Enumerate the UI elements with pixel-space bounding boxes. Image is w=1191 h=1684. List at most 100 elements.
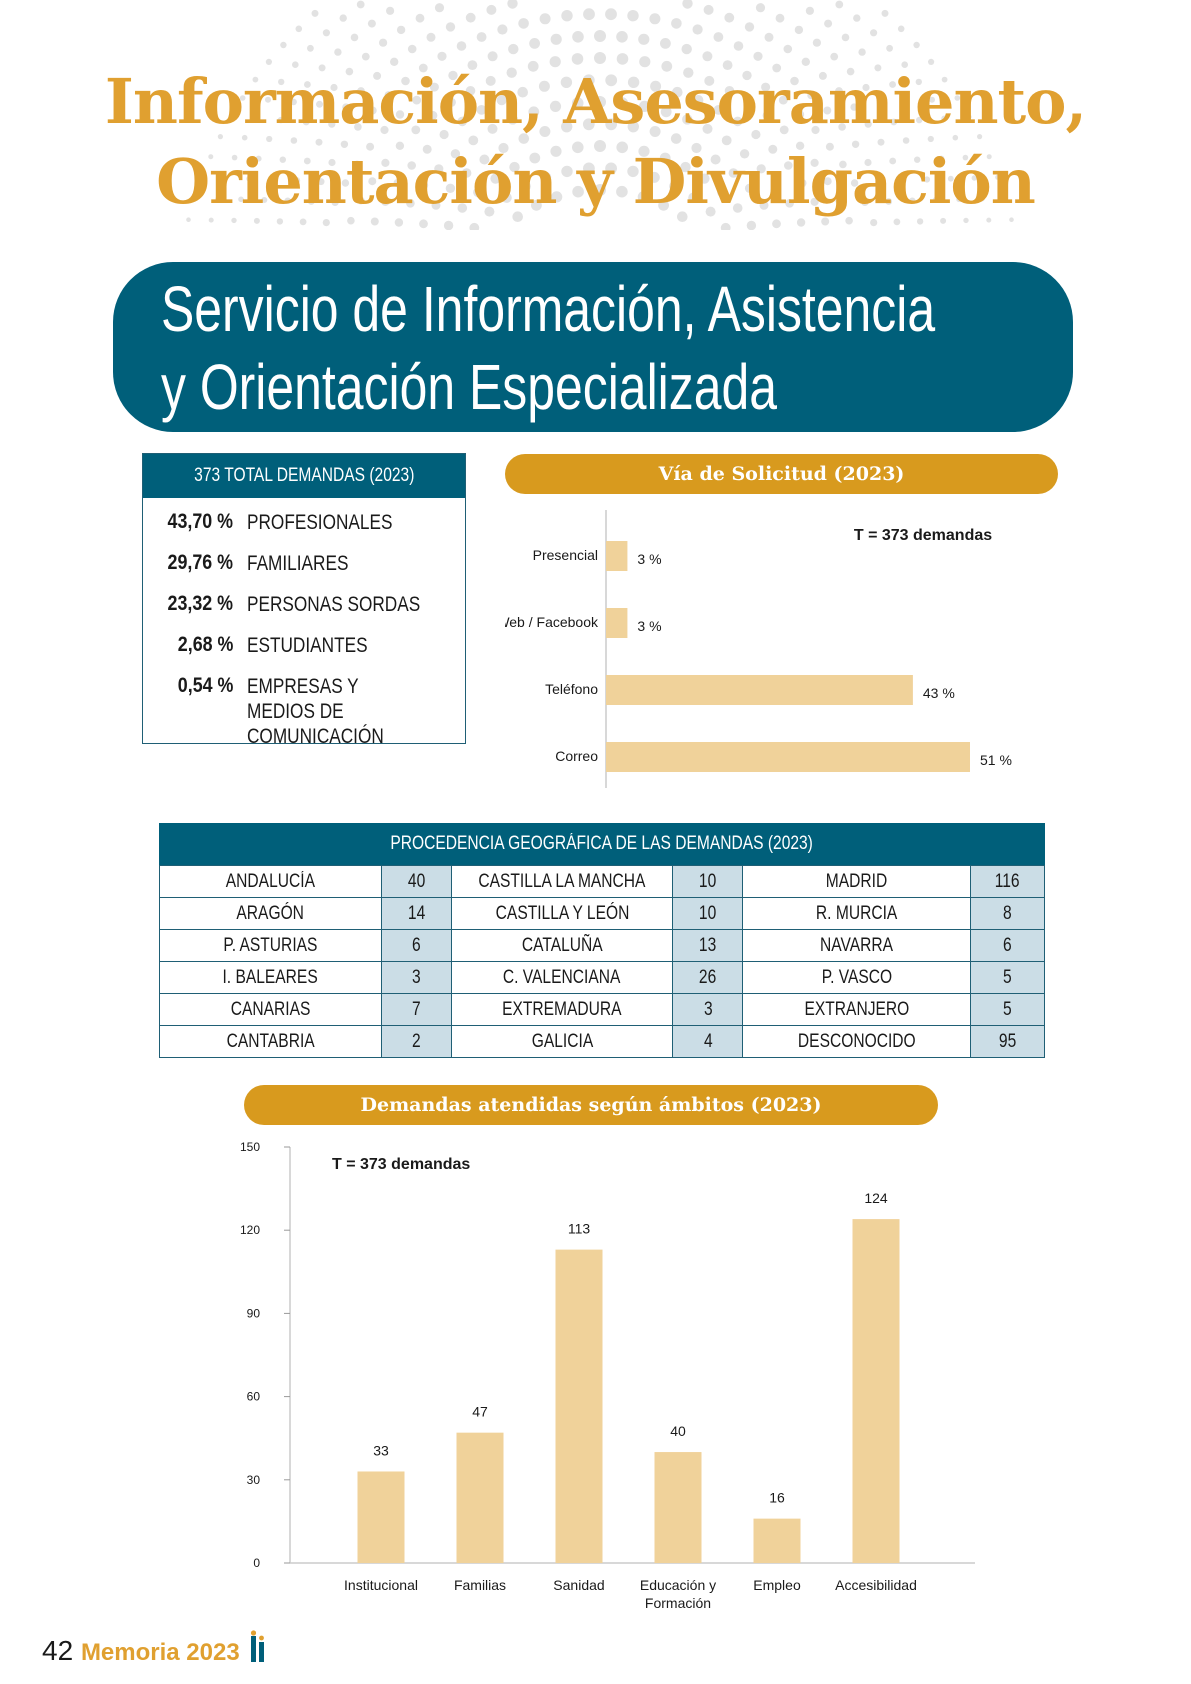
demand-label: PROFESIONALES [247,511,393,534]
table-cell-count: 3 [672,993,744,1026]
table-cell-count: 26 [672,961,744,994]
table-cell-region: GALICIA [450,1025,674,1058]
table-cell-count: 13 [672,929,744,962]
demand-label: ESTUDIANTES [247,634,368,657]
table-cell-region: P. VASCO [742,961,972,994]
section-title-line2: y Orientación Especializada [161,351,778,423]
category-label: Familias [454,1577,506,1593]
table-cell-region: DESCONOCIDO [742,1025,972,1058]
y-tick-label: 150 [240,1140,260,1154]
section-banner: Servicio de Información, Asistencia y Or… [113,262,1073,432]
total-demands-title: 373 TOTAL DEMANDAS (2023) [143,454,465,498]
chart-annotation: T = 373 demandas [854,527,992,544]
table-cell-count: 14 [380,897,452,930]
demand-pct: 23,32 % [167,592,233,615]
table-row: P. ASTURIAS 6 CATALUÑA 13 NAVARRA 6 [159,929,1045,962]
bar [852,1219,900,1563]
demand-label: FAMILIARES [247,552,349,575]
table-cell-region: CATALUÑA [450,929,674,962]
table-cell-region: ANDALUCÍA [159,865,382,898]
demand-pct: 2,68 % [177,633,233,656]
table-cell-count: 10 [672,865,744,898]
table-cell-count: 40 [380,865,452,898]
category-label: Correo [555,748,598,764]
logo-icon [251,1630,265,1662]
data-label: 40 [670,1423,686,1439]
geo-table-title: PROCEDENCIA GEOGRÁFICA DE LAS DEMANDAS (… [159,823,1045,865]
table-cell-region: C. VALENCIANA [450,961,674,994]
table-cell-count: 95 [970,1025,1045,1058]
category-label: Institucional [344,1577,418,1593]
data-label: 124 [864,1190,888,1206]
table-cell-region: MADRID [742,865,972,898]
data-label: 51 % [980,752,1012,768]
table-cell-count: 5 [970,961,1045,994]
table-cell-region: ARAGÓN [159,897,382,930]
geo-table: PROCEDENCIA GEOGRÁFICA DE LAS DEMANDAS (… [159,823,1045,1058]
table-cell-region: CANARIAS [159,993,382,1026]
category-label: Web / Facebook [505,614,599,630]
dotted-arc-decoration [186,0,1014,230]
page-number: 42 [42,1635,74,1666]
bar [606,742,970,772]
y-tick-label: 0 [253,1556,260,1570]
table-cell-region: EXTREMADURA [450,993,674,1026]
category-label: Accesibilidad [835,1577,917,1593]
data-label: 113 [568,1221,591,1237]
table-cell-count: 7 [380,993,452,1026]
table-cell-count: 4 [672,1025,744,1058]
demand-pct: 29,76 % [167,551,233,574]
geo-table-grid: ANDALUCÍA 40 CASTILLA LA MANCHA 10 MADRID 116… [159,865,1045,1058]
y-tick-label: 60 [247,1390,261,1404]
data-label: 47 [472,1404,488,1420]
demand-label: EMPRESAS Y MEDIOS DE COMUNICACIÓN [247,675,384,748]
table-cell-region: EXTRANJERO [742,993,972,1026]
demand-pct: 0,54 % [177,674,233,697]
table-cell-count: 6 [380,929,452,962]
table-cell-region: P. ASTURIAS [159,929,382,962]
table-row: CANARIAS 7 EXTREMADURA 3 EXTRANJERO 5 [159,993,1045,1026]
via-solicitud-title: Vía de Solicitud (2023) [505,454,1058,494]
category-label: Empleo [753,1577,801,1593]
table-cell-region: CANTABRIA [159,1025,382,1058]
total-demands-box: 373 TOTAL DEMANDAS (2023) 43,70 % PROFES… [142,453,466,748]
ambitos-chart: 0 30 60 90 120 150 T = 373 demandas 33 Instituci… [240,1140,975,1611]
bar [606,675,913,705]
page-title-line1: Información, Asesoramiento, [104,65,1087,138]
table-cell-count: 10 [672,897,744,930]
table-cell-region: R. MURCIA [742,897,972,930]
table-cell-count: 2 [380,1025,452,1058]
page-title: Información, Asesoramiento, Orientación … [0,62,1191,222]
bar [456,1432,504,1563]
y-tick-label: 120 [240,1223,260,1237]
section-title-line1: Servicio de Información, Asistencia [161,273,936,345]
page-footer: 42 Memoria 2023 [42,1630,269,1667]
table-cell-region: NAVARRA [742,929,972,962]
footer-label: Memoria 2023 [80,1639,240,1666]
table-row: ANDALUCÍA 40 CASTILLA LA MANCHA 10 MADRID 116 [159,865,1045,898]
table-cell-count: 116 [970,865,1045,898]
table-row: I. BALEARES 3 C. VALENCIANA 26 P. VASCO 5 [159,961,1045,994]
data-label: 33 [373,1442,389,1458]
table-cell-count: 6 [970,929,1045,962]
table-cell-count: 5 [970,993,1045,1026]
table-cell-region: CASTILLA LA MANCHA [450,865,674,898]
table-row: CANTABRIA 2 GALICIA 4 DESCONOCIDO 95 [159,1025,1045,1058]
category-label: Educación y Formación [640,1577,716,1611]
bar [654,1452,702,1563]
category-label: Teléfono [545,681,598,697]
y-tick-label: 90 [247,1306,261,1320]
data-label: 16 [769,1490,785,1506]
category-label: Sanidad [553,1577,604,1593]
table-cell-count: 8 [970,897,1045,930]
bar [753,1518,801,1563]
table-cell-region: I. BALEARES [159,961,382,994]
bar [357,1471,405,1563]
table-cell-region: CASTILLA Y LEÓN [450,897,674,930]
chart-annotation: T = 373 demandas [332,1156,470,1173]
y-tick-label: 30 [247,1473,261,1487]
bar [555,1249,603,1563]
ambitos-title: Demandas atendidas según ámbitos (2023) [244,1085,938,1125]
bar [606,608,628,638]
table-row: ARAGÓN 14 CASTILLA Y LEÓN 10 R. MURCIA 8 [159,897,1045,930]
